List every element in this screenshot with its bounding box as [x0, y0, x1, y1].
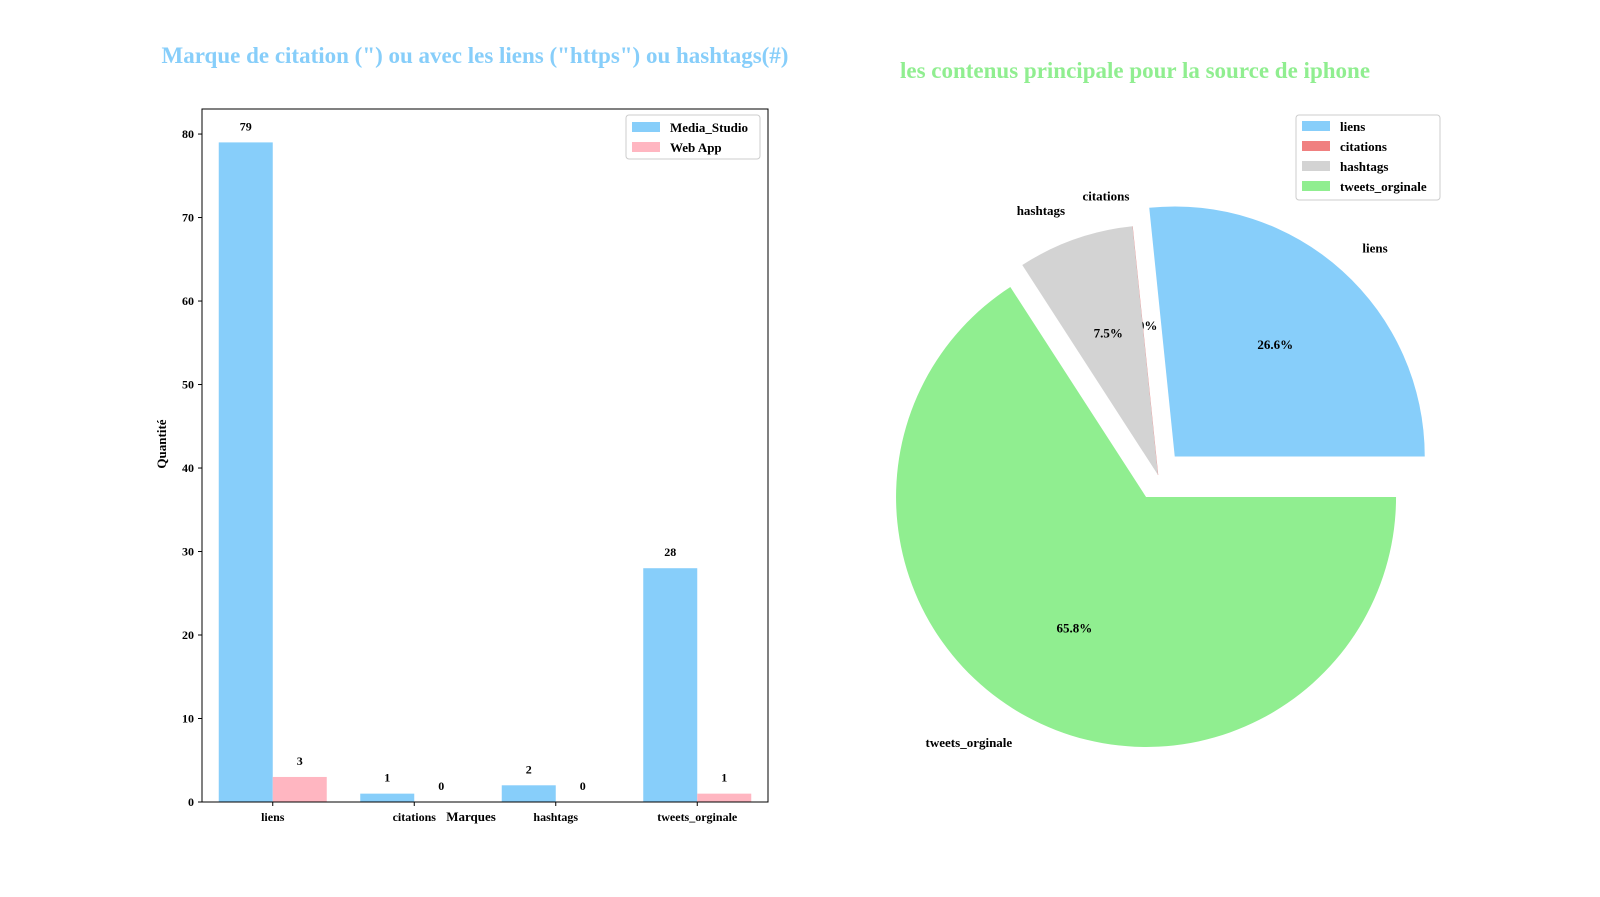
bar-value-label: 2	[526, 762, 532, 776]
pie-pct-tweets-orginale: 65.8%	[1056, 621, 1092, 636]
bar-media-studio-tweets_orginale	[643, 568, 698, 802]
bar-chart: Marque de citation (") ou avec les liens…	[154, 43, 788, 824]
pie-pct-hashtags: 7.5%	[1094, 325, 1123, 340]
legend-swatch	[1302, 181, 1330, 191]
legend-label: hashtags	[1340, 159, 1388, 174]
bar-value-label: 1	[721, 771, 727, 785]
legend-swatch	[1302, 161, 1330, 171]
legend-label: liens	[1340, 119, 1365, 134]
x-tick-label: tweets_orginale	[657, 810, 738, 824]
pie-label-liens: liens	[1362, 241, 1387, 256]
pie-label-citations: citations	[1082, 188, 1129, 203]
legend-swatch	[632, 122, 660, 132]
bar-plot-frame	[201, 108, 769, 803]
y-tick-label: 40	[182, 461, 194, 475]
bar-web-app-liens	[272, 776, 327, 802]
y-tick-label: 60	[182, 294, 194, 308]
legend-swatch	[1302, 121, 1330, 131]
bar-y-axis-label: Quantité	[154, 419, 169, 468]
bar-value-label: 1	[384, 771, 390, 785]
pie-chart-title: les contenus principale pour la source d…	[900, 58, 1370, 83]
x-tick-label: liens	[261, 810, 285, 824]
pie-slice-liens	[1149, 206, 1425, 457]
y-tick-label: 50	[182, 378, 194, 392]
bar-value-label: 3	[297, 754, 303, 768]
legend-label: citations	[1340, 139, 1387, 154]
pie-legend: liens citations hashtags tweets_orginale	[1295, 114, 1441, 201]
bar-value-label: 28	[664, 545, 676, 559]
bar-media-studio-liens	[218, 142, 273, 802]
y-tick-label: 70	[182, 211, 194, 225]
bar-legend: Media_Studio Web App	[625, 114, 761, 160]
bar-plot-area: 01020304050607080793liens10citations20ha…	[182, 108, 769, 824]
bar-value-label: 79	[240, 119, 252, 133]
bar-x-axis-label: Marques	[446, 809, 496, 824]
pie-slice-tweets-orginale	[896, 287, 1397, 747]
bar-chart-title: Marque de citation (") ou avec les liens…	[162, 43, 789, 68]
y-tick-label: 20	[182, 628, 194, 642]
bar-value-label: 0	[580, 779, 586, 793]
legend-label: Web App	[670, 140, 722, 155]
y-tick-label: 30	[182, 545, 194, 559]
x-tick-label: hashtags	[533, 810, 578, 824]
pie-label-hashtags: hashtags	[1017, 203, 1065, 218]
legend-swatch	[1302, 141, 1330, 151]
bar-media-studio-hashtags	[501, 785, 556, 802]
bar-value-label: 0	[438, 779, 444, 793]
pie-slice-hashtags	[1022, 226, 1158, 475]
pie-legend-box	[1295, 114, 1441, 201]
x-tick-label: citations	[393, 810, 437, 824]
pie-pct-liens: 26.6%	[1257, 337, 1293, 352]
y-tick-label: 0	[188, 795, 194, 809]
bar-web-app-tweets_orginale	[697, 793, 752, 802]
legend-label: tweets_orginale	[1340, 179, 1427, 194]
y-tick-label: 10	[182, 712, 194, 726]
pie-chart: les contenus principale pour la source d…	[896, 58, 1441, 750]
pie-plot-area: liens26.6%citations0.0%hashtags7.5%tweet…	[896, 188, 1425, 750]
pie-label-tweets-orginale: tweets_orginale	[926, 735, 1013, 750]
legend-label: Media_Studio	[670, 120, 748, 135]
y-tick-label: 80	[182, 127, 194, 141]
bar-media-studio-citations	[360, 793, 415, 802]
legend-swatch	[632, 142, 660, 152]
